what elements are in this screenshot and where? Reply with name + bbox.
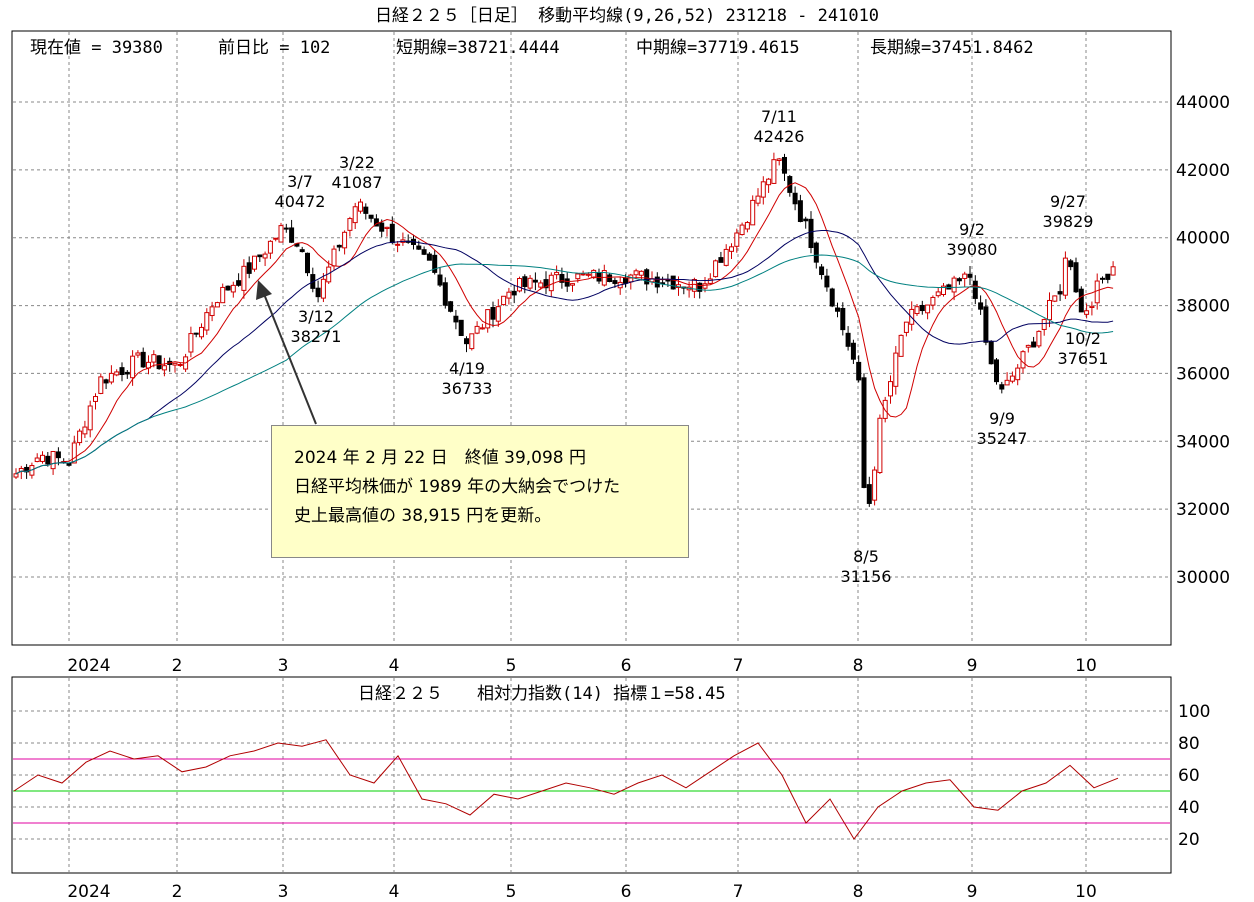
arrow-head-icon xyxy=(256,280,272,300)
x-tick-label: 3 xyxy=(278,882,289,902)
peak-label: 9/27 xyxy=(1050,192,1086,211)
rsi-title: 日経２２５ 相対力指数(14) 指標１=58.45 xyxy=(358,684,726,704)
peak-label: 7/11 xyxy=(761,107,797,126)
y-tick-label: 30000 xyxy=(1176,568,1230,588)
x-tick-label: 2024 xyxy=(67,882,110,902)
y-tick-label: 42000 xyxy=(1176,161,1230,181)
y-tick-label: 100 xyxy=(1178,702,1210,722)
x-tick-label: 4 xyxy=(389,656,400,676)
peak-label: 3/22 xyxy=(339,153,375,172)
x-tick-label: 2024 xyxy=(67,656,110,676)
peak-label: 3/12 xyxy=(298,307,334,326)
peak-value: 42426 xyxy=(754,127,805,146)
annotation-arrow xyxy=(263,293,317,425)
peak-value: 39080 xyxy=(947,240,998,259)
price-plot xyxy=(13,152,1116,507)
y-tick-label: 34000 xyxy=(1176,432,1230,452)
x-tick-label: 3 xyxy=(278,656,289,676)
x-tick-label: 10 xyxy=(1075,882,1097,902)
x-tick-label: 5 xyxy=(506,656,517,676)
x-tick-label: 10 xyxy=(1075,656,1097,676)
short-ma-value: 短期線=38721.4444 xyxy=(396,38,560,58)
peak-label: 4/19 xyxy=(449,359,485,378)
y-tick-label: 40 xyxy=(1178,798,1200,818)
x-tick-label: 5 xyxy=(506,882,517,902)
peak-value: 35247 xyxy=(977,429,1028,448)
mid-ma-value: 中期線=37719.4615 xyxy=(636,38,800,58)
y-tick-label: 20 xyxy=(1178,830,1200,850)
annotation-line-1: 2024 年 2 月 22 日 終値 39,098 円 xyxy=(294,448,587,468)
y-tick-label: 44000 xyxy=(1176,93,1230,113)
x-tick-label: 2 xyxy=(172,656,183,676)
peak-label: 3/7 xyxy=(287,172,313,191)
x-tick-label: 6 xyxy=(621,656,632,676)
chart-title: 日経２２５［日足］ 移動平均線(9,26,52) 231218 - 241010 xyxy=(375,6,879,26)
y-tick-label: 80 xyxy=(1178,734,1200,754)
grid-lines xyxy=(13,32,1170,872)
x-tick-label: 4 xyxy=(389,882,400,902)
y-tick-label: 32000 xyxy=(1176,500,1230,520)
x-tick-label: 8 xyxy=(853,882,864,902)
peak-label: 8/5 xyxy=(853,547,879,566)
x-tick-label: 6 xyxy=(621,882,632,902)
x-tick-label: 7 xyxy=(733,882,744,902)
peak-value: 36733 xyxy=(442,379,493,398)
annotation-box: 2024 年 2 月 22 日 終値 39,098 円 日経平均株価が 1989… xyxy=(271,425,689,558)
long-ma-value: 長期線=37451.8462 xyxy=(870,38,1034,58)
annotation-line-2: 日経平均株価が 1989 年の大納会でつけた xyxy=(294,477,621,497)
peak-value: 41087 xyxy=(332,173,383,192)
x-tick-label: 7 xyxy=(733,656,744,676)
x-tick-label: 2 xyxy=(172,882,183,902)
peak-value: 37651 xyxy=(1058,349,1109,368)
peak-value: 31156 xyxy=(841,567,892,586)
x-tick-label: 9 xyxy=(967,882,978,902)
x-tick-label: 8 xyxy=(853,656,864,676)
axis-labels: 2024 2024 2 2 3 3 4 4 5 5 6 6 7 7 8 8 9 9 10 10 30000 32000 34… xyxy=(67,93,1230,902)
rsi-plot xyxy=(13,739,1170,840)
annotation-line-3: 史上最高値の 38,915 円を更新。 xyxy=(294,506,552,526)
y-tick-label: 36000 xyxy=(1176,364,1230,384)
y-tick-label: 38000 xyxy=(1176,297,1230,317)
x-tick-label: 9 xyxy=(967,656,978,676)
peak-value: 38271 xyxy=(291,327,342,346)
peak-label: 9/2 xyxy=(959,220,985,239)
peak-value: 39829 xyxy=(1043,212,1094,231)
peak-value: 40472 xyxy=(275,192,326,211)
y-tick-label: 40000 xyxy=(1176,229,1230,249)
change-value: 前日比 = 102 xyxy=(218,38,330,58)
peak-label: 9/9 xyxy=(989,409,1015,428)
peak-label: 10/2 xyxy=(1065,329,1101,348)
current-value: 現在値 = 39380 xyxy=(30,38,163,58)
y-tick-label: 60 xyxy=(1178,766,1200,786)
